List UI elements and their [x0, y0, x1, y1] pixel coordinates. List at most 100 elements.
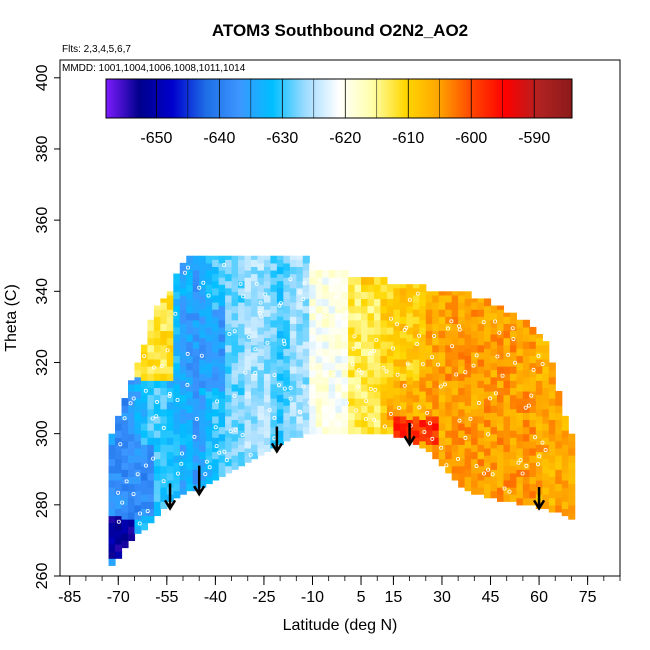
- heat-cell: [186, 326, 194, 335]
- heat-cell: [263, 387, 271, 396]
- heat-cell: [535, 358, 543, 367]
- heat-cell: [218, 426, 226, 435]
- heat-cell: [348, 277, 356, 285]
- heat-cell: [548, 412, 556, 421]
- heat-cell: [406, 298, 414, 307]
- observation-point: [531, 367, 536, 372]
- observation-point: [175, 471, 180, 476]
- heat-cell: [348, 412, 356, 421]
- heat-cell: [302, 312, 310, 321]
- heat-cell: [205, 255, 213, 264]
- heat-cell: [561, 458, 569, 467]
- heat-cell: [322, 284, 330, 292]
- heat-cell: [548, 455, 556, 463]
- heat-cell: [458, 437, 466, 445]
- heat-cell: [322, 305, 330, 314]
- heat-cell: [432, 401, 440, 410]
- observation-point: [415, 291, 420, 296]
- heat-cell: [225, 316, 233, 324]
- heat-cell: [361, 334, 369, 342]
- heat-cell: [535, 373, 543, 381]
- heat-cell: [186, 447, 194, 456]
- heat-cell: [432, 373, 440, 381]
- heat-cell: [542, 430, 550, 438]
- heat-cell: [542, 479, 550, 488]
- heat-cell: [490, 419, 498, 428]
- heat-cell: [140, 444, 148, 453]
- heat-cell: [160, 366, 168, 374]
- heat-cell: [380, 383, 388, 392]
- observation-point: [407, 297, 412, 302]
- heat-cell: [522, 455, 530, 463]
- heat-cell: [186, 277, 194, 285]
- heat-cell: [225, 358, 233, 367]
- heat-cell: [438, 401, 446, 410]
- heat-cell: [179, 351, 187, 360]
- heat-cell: [490, 319, 498, 328]
- heat-cell: [548, 383, 556, 392]
- heat-cell: [225, 309, 233, 317]
- heat-cell: [516, 341, 524, 349]
- heat-cell: [361, 369, 369, 378]
- observation-point: [276, 382, 281, 387]
- x-tick-label: -25: [252, 589, 275, 606]
- heat-cell: [244, 412, 252, 421]
- heat-cell: [121, 412, 129, 421]
- heat-cell: [393, 387, 401, 396]
- heat-cell: [516, 497, 524, 506]
- heat-cell: [419, 355, 427, 364]
- heat-cell: [166, 330, 174, 339]
- heat-cell: [412, 330, 420, 339]
- heat-cell: [276, 387, 284, 396]
- heat-cell: [561, 487, 569, 495]
- heat-cell: [354, 419, 362, 428]
- heat-cell: [257, 277, 265, 285]
- heat-cell: [412, 366, 420, 374]
- heat-cell: [199, 401, 207, 410]
- heat-cell: [348, 362, 356, 371]
- observation-point: [417, 405, 422, 410]
- heat-cell: [509, 479, 518, 488]
- heat-cell: [199, 422, 207, 431]
- observation-point: [520, 471, 525, 476]
- observation-point: [507, 489, 512, 494]
- heat-cell: [548, 476, 556, 485]
- heat-cell: [212, 287, 220, 296]
- heat-cell: [173, 447, 181, 456]
- heat-cell: [179, 408, 187, 417]
- heat-cell: [522, 341, 530, 349]
- heat-cell: [263, 280, 271, 289]
- heat-cell: [302, 319, 310, 328]
- heat-cell: [276, 394, 284, 403]
- heat-cell: [445, 316, 453, 324]
- heat-cell: [276, 351, 284, 360]
- observation-point: [282, 386, 287, 391]
- heat-cell: [205, 469, 213, 477]
- heat-cell: [348, 305, 356, 314]
- heat-cell: [140, 472, 148, 481]
- observation-point: [154, 399, 159, 404]
- heat-cell: [153, 344, 161, 353]
- heat-cell: [555, 469, 563, 477]
- heat-cell: [108, 515, 116, 524]
- heat-cell: [315, 305, 323, 314]
- heat-cell: [160, 437, 168, 445]
- heat-cell: [296, 366, 304, 374]
- heat-cell: [503, 380, 511, 388]
- observation-point: [241, 294, 246, 299]
- heat-cell: [218, 269, 226, 278]
- heat-cell: [568, 476, 576, 485]
- heat-cell: [432, 408, 440, 417]
- heat-cell: [412, 408, 420, 417]
- heat-cell: [445, 401, 453, 410]
- heat-cell: [199, 387, 207, 396]
- heat-cell: [270, 376, 278, 385]
- heat-cell: [244, 298, 252, 307]
- heat-cell: [348, 291, 356, 300]
- heat-cell: [419, 433, 427, 442]
- heat-cell: [438, 422, 446, 431]
- heat-cell: [322, 412, 330, 421]
- heat-cell: [419, 412, 427, 421]
- heat-cell: [548, 469, 556, 477]
- heat-cell: [270, 355, 278, 364]
